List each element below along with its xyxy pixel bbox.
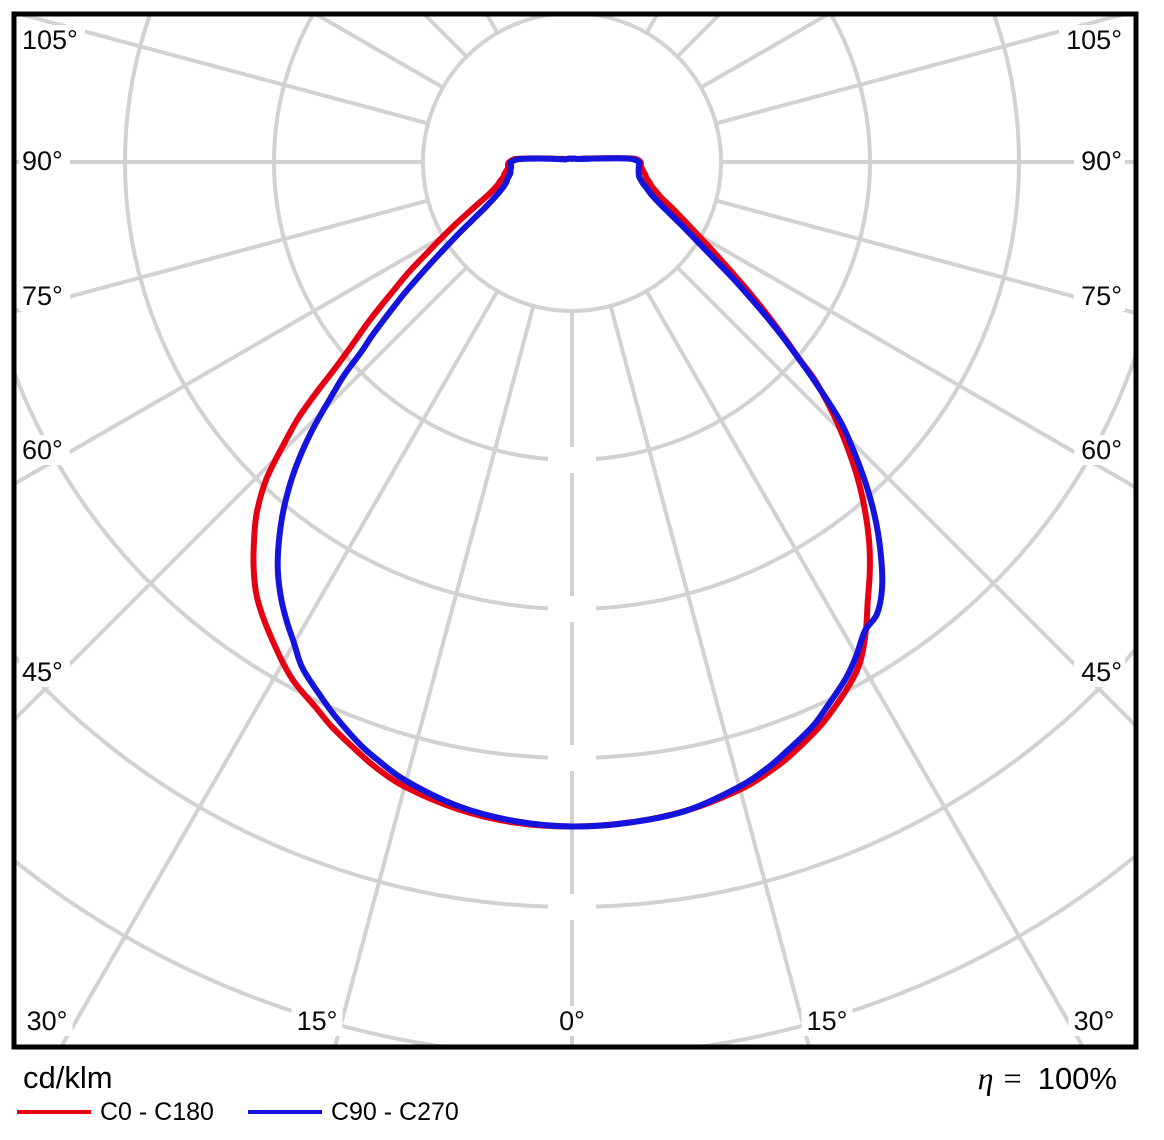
- grid-spoke: [700, 234, 1134, 489]
- grid-spoke: [608, 305, 811, 1045]
- curve-c90-c270: [274, 155, 886, 830]
- angle-label: 60°: [22, 435, 63, 465]
- grid-spoke: [644, 290, 1084, 1045]
- ring-label-gap: [548, 745, 596, 771]
- grid-spoke: [16, 265, 469, 721]
- angle-label: 45°: [1081, 657, 1122, 687]
- legend-label-c90-c270: C90 - C270: [330, 1098, 459, 1126]
- light-output-ratio-label: η = 100%: [978, 1060, 1117, 1097]
- angle-label: 0°: [559, 1006, 585, 1036]
- angle-label-bg: [21, 1006, 73, 1036]
- angle-label-bg: [801, 1006, 853, 1036]
- angle-label-bg: [19, 25, 85, 55]
- eta-value: 100%: [1037, 1061, 1117, 1096]
- grid-spoke: [60, 290, 500, 1045]
- angle-label-bg: [19, 146, 70, 176]
- grid-ring: [16, 355, 1134, 760]
- angle-label: 105°: [1066, 25, 1122, 55]
- eta-symbol: η =: [977, 1060, 1024, 1096]
- angle-label: 75°: [22, 281, 63, 311]
- angle-label-bg: [1074, 657, 1125, 687]
- grid-spoke: [16, 234, 444, 486]
- angle-label: 45°: [22, 657, 63, 687]
- angle-label: 60°: [1081, 435, 1122, 465]
- legend-item-c90-c270: C90 - C270: [247, 1098, 459, 1126]
- angle-label-bg: [1074, 435, 1125, 465]
- legend-label-c0-c180: C0 - C180: [100, 1098, 214, 1126]
- angle-label-bg: [291, 1006, 343, 1036]
- ring-label-gap: [548, 447, 596, 473]
- grid-spoke: [675, 265, 1134, 727]
- blue-line-swatch: [247, 1110, 322, 1114]
- angle-label-bg: [1074, 146, 1125, 176]
- grid-spoke: [333, 305, 536, 1045]
- angle-labels: 105° 105° 90° 90° 75° 75° 60° 60° 45° 45° 30° 15° 0°…: [19, 25, 1125, 1036]
- angle-label: 90°: [1081, 146, 1122, 176]
- angle-label-bg: [554, 1006, 590, 1036]
- angle-label: 90°: [22, 146, 63, 176]
- angle-label-bg: [1074, 281, 1125, 311]
- red-line-swatch: [17, 1110, 91, 1114]
- grid-spoke: [21, 16, 429, 126]
- unit-label: cd/klm: [23, 1060, 113, 1095]
- legend: C0 - C180 C90 - C270: [17, 1098, 493, 1126]
- ring-label-gap: [548, 596, 596, 622]
- angle-label: 30°: [27, 1006, 68, 1036]
- grid-spoke: [715, 16, 1123, 126]
- angle-label: 75°: [1081, 281, 1122, 311]
- angle-label: 105°: [22, 25, 78, 55]
- angle-label-bg: [1068, 1006, 1120, 1036]
- ring-label-gap: [548, 894, 596, 920]
- angle-label: 15°: [807, 1006, 848, 1036]
- angle-label-bg: [19, 435, 70, 465]
- legend-item-c0-c180: C0 - C180: [17, 1098, 214, 1126]
- angle-label-bg: [19, 281, 70, 311]
- grid-spoke: [715, 198, 1134, 315]
- angle-label: 15°: [297, 1006, 338, 1036]
- angle-label: 30°: [1074, 1006, 1115, 1036]
- angle-label-bg: [1059, 25, 1125, 55]
- grid-spoke: [16, 198, 429, 313]
- angle-label-bg: [19, 657, 70, 687]
- plot-border: [11, 11, 1139, 1050]
